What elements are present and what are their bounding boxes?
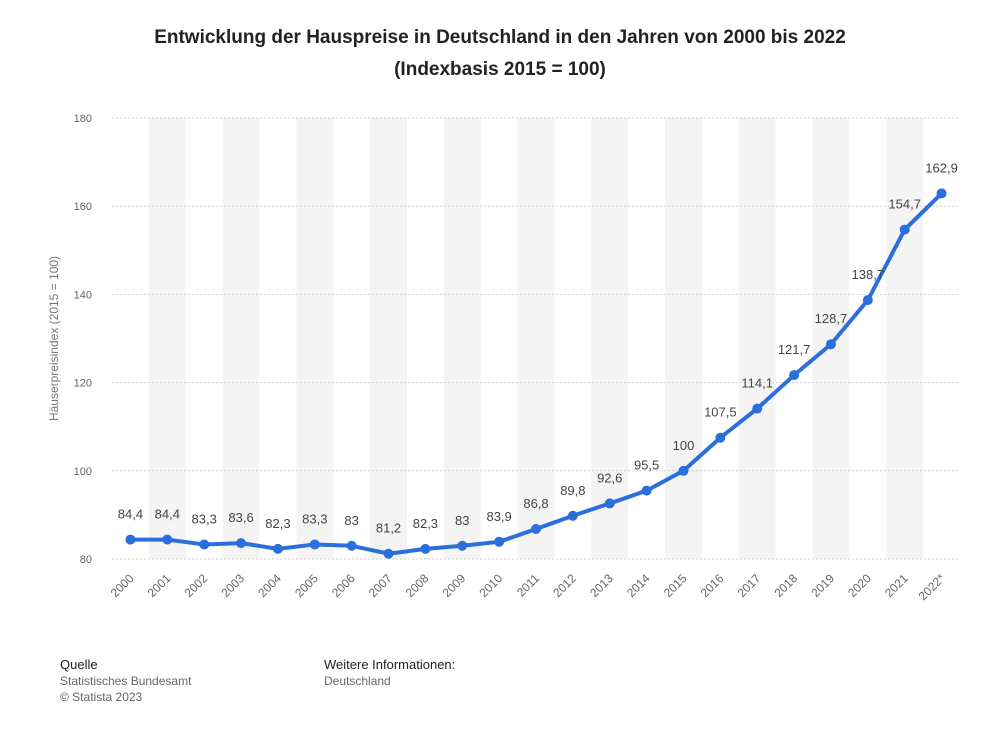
x-tick-label: 2017 bbox=[735, 571, 764, 600]
x-tick-label: 2003 bbox=[218, 571, 247, 600]
x-tick-label: 2005 bbox=[292, 571, 321, 600]
data-point bbox=[199, 539, 210, 550]
column-band bbox=[443, 118, 481, 559]
x-tick-label: 2021 bbox=[882, 571, 911, 600]
column-band bbox=[738, 118, 776, 559]
chart-title-line1: Entwicklung der Hauspreise in Deutschlan… bbox=[154, 27, 846, 48]
data-label: 92,6 bbox=[597, 470, 622, 485]
data-label: 89,8 bbox=[560, 483, 585, 498]
data-point bbox=[641, 485, 652, 496]
x-tick-label: 2020 bbox=[845, 571, 874, 600]
data-point bbox=[125, 534, 136, 545]
data-label: 83,9 bbox=[486, 509, 511, 524]
data-label: 83,3 bbox=[192, 511, 217, 526]
data-point bbox=[825, 339, 836, 350]
data-label: 81,2 bbox=[376, 521, 401, 536]
source-heading: Quelle bbox=[60, 657, 98, 672]
data-label: 114,1 bbox=[741, 376, 773, 391]
data-point bbox=[531, 524, 541, 535]
x-tick-label: 2008 bbox=[403, 571, 432, 600]
x-tick-label: 2006 bbox=[329, 571, 358, 600]
x-tick-label: 2019 bbox=[808, 571, 837, 600]
data-point bbox=[494, 536, 505, 547]
x-tick-label: 2018 bbox=[771, 571, 800, 600]
data-point bbox=[752, 403, 763, 414]
x-tick-label: 2000 bbox=[108, 571, 137, 600]
data-point bbox=[272, 543, 283, 554]
data-label: 154,7 bbox=[888, 197, 921, 212]
chart-title: Entwicklung der Hauspreise in Deutschlan… bbox=[0, 22, 1000, 86]
x-tick-label: 2014 bbox=[624, 571, 653, 600]
data-point bbox=[309, 539, 320, 550]
y-axis-title: Häuserpreisindex (2015 = 100) bbox=[47, 256, 61, 421]
data-label: 128,7 bbox=[815, 311, 848, 326]
x-tick-label: 2002 bbox=[182, 571, 211, 600]
data-point bbox=[420, 543, 431, 554]
data-label: 100 bbox=[673, 438, 695, 453]
data-point bbox=[604, 498, 615, 509]
data-label: 95,5 bbox=[634, 458, 659, 473]
data-label: 84,4 bbox=[118, 507, 143, 522]
x-tick-label: 2001 bbox=[145, 571, 174, 600]
copyright-text: © Statista 2023 bbox=[60, 690, 143, 704]
data-label: 84,4 bbox=[155, 507, 180, 522]
info-heading: Weitere Informationen: bbox=[324, 657, 456, 672]
data-label: 83,3 bbox=[302, 511, 327, 526]
info-region: Deutschland bbox=[324, 674, 391, 688]
data-label: 82,3 bbox=[413, 516, 438, 531]
x-tick-label: 2022* bbox=[916, 571, 948, 603]
y-tick-label: 100 bbox=[74, 466, 92, 478]
x-tick-label: 2004 bbox=[255, 571, 284, 600]
chart-title-line2: (Indexbasis 2015 = 100) bbox=[394, 59, 606, 80]
source-name: Statistisches Bundesamt bbox=[60, 674, 192, 688]
data-label: 121,7 bbox=[778, 342, 811, 357]
column-band bbox=[370, 118, 407, 559]
column-band bbox=[591, 118, 629, 559]
data-label: 82,3 bbox=[265, 516, 290, 531]
data-label: 86,8 bbox=[523, 496, 548, 511]
y-tick-label: 140 bbox=[74, 289, 92, 301]
data-point bbox=[899, 224, 910, 235]
info-block: Weitere Informationen: Deutschland bbox=[324, 657, 455, 689]
column-band bbox=[517, 118, 555, 559]
data-point bbox=[789, 370, 800, 381]
data-point bbox=[715, 432, 726, 443]
column-band bbox=[665, 118, 702, 559]
x-tick-label: 2016 bbox=[698, 571, 727, 600]
data-point bbox=[457, 540, 468, 551]
data-label: 162,9 bbox=[925, 160, 958, 175]
x-tick-label: 2010 bbox=[476, 571, 505, 600]
x-tick-label: 2007 bbox=[366, 571, 395, 600]
data-point bbox=[162, 534, 173, 545]
data-point bbox=[862, 295, 873, 306]
x-tick-label: 2015 bbox=[661, 571, 690, 600]
data-label: 107,5 bbox=[704, 405, 737, 420]
data-label: 83 bbox=[344, 513, 358, 528]
data-point bbox=[236, 538, 247, 549]
column-band bbox=[148, 118, 186, 559]
data-point bbox=[936, 188, 947, 199]
x-tick-label: 2009 bbox=[440, 571, 469, 600]
column-band bbox=[812, 118, 850, 559]
column-band bbox=[886, 118, 924, 559]
y-tick-label: 180 bbox=[74, 113, 92, 125]
y-tick-label: 80 bbox=[80, 554, 92, 566]
y-tick-label: 120 bbox=[74, 378, 92, 390]
column-band bbox=[222, 118, 260, 559]
column-band bbox=[296, 118, 334, 559]
data-point bbox=[567, 510, 578, 521]
data-label: 83 bbox=[455, 513, 469, 528]
data-point bbox=[678, 465, 689, 476]
x-tick-label: 2013 bbox=[587, 571, 616, 600]
line-chart: 80 100 120 140 160 180 Häuserpreisindex (2015 … bbox=[47, 113, 960, 603]
source-block: Quelle Statistisches Bundesamt © Statist… bbox=[60, 657, 191, 705]
x-tick-label: 2012 bbox=[550, 571, 579, 600]
data-label: 138,7 bbox=[852, 267, 885, 282]
data-point bbox=[383, 548, 394, 559]
x-tick-label: 2011 bbox=[514, 571, 542, 599]
y-tick-label: 160 bbox=[74, 201, 92, 213]
data-point bbox=[346, 540, 357, 551]
data-label: 83,6 bbox=[228, 510, 253, 525]
